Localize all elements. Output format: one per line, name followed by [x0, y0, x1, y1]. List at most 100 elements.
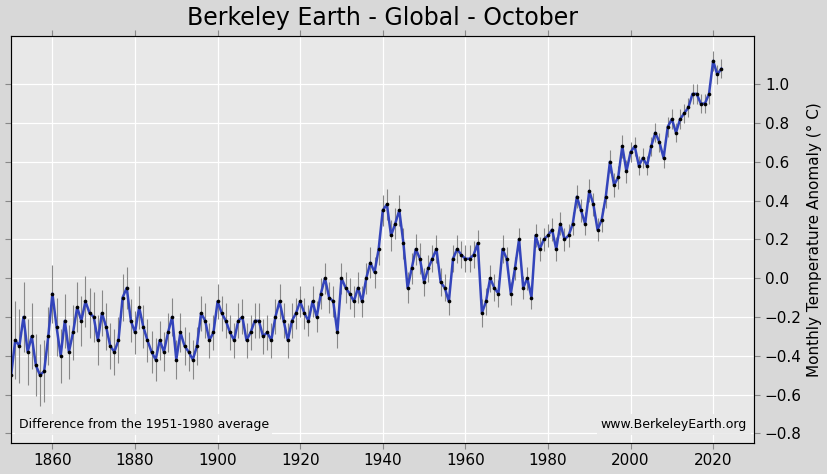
Point [174, 328, 187, 336]
Point [516, 284, 529, 292]
Point [701, 90, 715, 98]
Point [685, 90, 698, 98]
Point [462, 255, 476, 263]
Point [261, 328, 274, 336]
Point [83, 309, 96, 317]
Point [248, 317, 261, 325]
Point [79, 298, 92, 305]
Point [553, 220, 566, 228]
Point [116, 294, 129, 301]
Point [322, 294, 335, 301]
Point [380, 201, 393, 208]
Point [660, 123, 673, 131]
Point [656, 154, 669, 162]
Text: www.BerkeleyEarth.org: www.BerkeleyEarth.org [600, 418, 746, 431]
Point [425, 255, 438, 263]
Point [145, 348, 158, 356]
Point [338, 284, 351, 292]
Point [108, 348, 121, 356]
Point [223, 328, 237, 336]
Point [537, 236, 550, 243]
Point [219, 317, 232, 325]
Point [103, 342, 117, 350]
Point [607, 181, 620, 189]
Point [566, 220, 579, 228]
Point [384, 232, 397, 239]
Point [590, 226, 604, 233]
Point [194, 309, 208, 317]
Point [112, 337, 125, 344]
Point [487, 284, 500, 292]
Point [524, 294, 538, 301]
Point [697, 100, 710, 107]
Point [326, 298, 339, 305]
Point [207, 328, 220, 336]
Point [705, 57, 719, 64]
Point [302, 317, 315, 325]
Point [595, 216, 608, 224]
Point [446, 255, 459, 263]
Point [256, 333, 270, 340]
Point [265, 337, 278, 344]
Point [533, 245, 546, 253]
Point [664, 115, 677, 123]
Point [62, 348, 75, 356]
Point [450, 245, 463, 253]
Point [433, 278, 447, 286]
Point [170, 356, 183, 364]
Point [624, 148, 637, 156]
Point [491, 290, 504, 298]
Point [95, 309, 108, 317]
Point [161, 328, 174, 336]
Point [689, 90, 702, 98]
Point [50, 323, 63, 330]
Point [87, 313, 100, 321]
Point [483, 274, 496, 282]
Point [458, 255, 471, 263]
Point [45, 290, 59, 298]
Point [471, 239, 484, 247]
Point [392, 207, 405, 214]
Point [615, 143, 629, 150]
Point [578, 220, 591, 228]
Point [648, 129, 661, 137]
Point [388, 220, 401, 228]
Point [269, 313, 282, 321]
Point [409, 245, 422, 253]
Point [404, 264, 418, 272]
Point [285, 317, 299, 325]
Point [4, 371, 17, 379]
Point [74, 317, 88, 325]
Point [429, 245, 442, 253]
Point [54, 352, 67, 359]
Title: Berkeley Earth - Global - October: Berkeley Earth - Global - October [187, 6, 577, 29]
Point [277, 317, 290, 325]
Point [37, 367, 50, 375]
Point [355, 298, 368, 305]
Point [512, 236, 525, 243]
Point [643, 143, 657, 150]
Point [549, 245, 562, 253]
Point [371, 245, 385, 253]
Point [520, 274, 533, 282]
Point [603, 158, 616, 165]
Point [375, 207, 389, 214]
Point [528, 232, 542, 239]
Point [479, 298, 492, 305]
Point [495, 245, 509, 253]
Point [504, 290, 517, 298]
Point [29, 362, 42, 369]
Point [652, 138, 665, 146]
Point [347, 298, 360, 305]
Point [309, 313, 323, 321]
Point [273, 298, 286, 305]
Point [120, 284, 133, 292]
Point [289, 309, 303, 317]
Point [186, 356, 199, 364]
Point [363, 259, 376, 266]
Point [611, 173, 624, 181]
Point [298, 309, 311, 317]
Point [508, 264, 521, 272]
Point [99, 323, 112, 330]
Point [190, 342, 203, 350]
